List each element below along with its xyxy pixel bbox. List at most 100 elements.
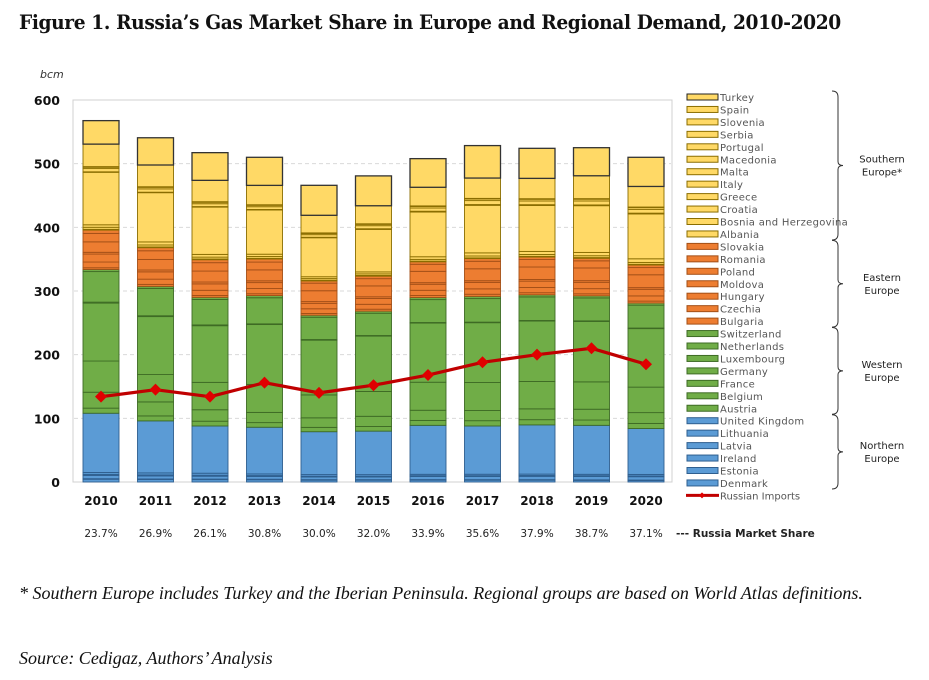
bar-segment-france — [627, 386, 665, 414]
legend-swatch — [686, 467, 719, 474]
x-tick-label: 2017 — [466, 494, 499, 508]
bar-2012 — [191, 152, 229, 483]
legend-label: Slovenia — [720, 118, 765, 129]
legend-label: Austria — [720, 404, 757, 415]
legend-item: Poland — [686, 267, 755, 278]
bar-segment-greece — [627, 258, 665, 263]
bar-segment-united-kingdom — [246, 426, 283, 475]
bar-segment-austria — [464, 420, 501, 427]
x-tick-label: 2020 — [629, 494, 662, 508]
bar-segment-czechia — [573, 288, 610, 295]
bar-segment-turkey — [409, 157, 447, 188]
y-tick-label: 600 — [34, 93, 60, 108]
legend-item: Italy — [686, 180, 743, 191]
bars — [82, 119, 665, 483]
bar-segment-portugal — [518, 200, 556, 206]
legend-label: France — [720, 379, 755, 390]
bar-segment-romania — [573, 260, 610, 269]
legend-item: Croatia — [686, 205, 758, 216]
bar-2014 — [300, 184, 338, 483]
legend-swatch — [686, 404, 719, 412]
bar-segment-austria — [409, 419, 447, 426]
y-tick-label: 200 — [34, 348, 60, 363]
bar-segment-germany — [300, 339, 338, 396]
bar-segment-hungary — [82, 253, 120, 263]
legend-swatch — [686, 379, 719, 387]
russian-imports-marker — [531, 348, 543, 361]
bar-segment-netherlands — [627, 304, 665, 329]
bar-segment-poland — [191, 270, 229, 283]
legend-marker — [699, 492, 705, 499]
market-share-label: --- Russia Market Share — [676, 528, 815, 540]
figure-title: Figure 1. Russia’s Gas Market Share in E… — [19, 10, 841, 34]
legend-item: Slovakia — [686, 242, 764, 253]
russian-imports-marker — [367, 379, 380, 392]
bar-segment-france — [464, 382, 501, 411]
russian-imports-marker — [476, 356, 489, 369]
bar-segment-united-kingdom — [518, 424, 556, 475]
bar-segment-romania — [409, 263, 447, 272]
bar-segment-germany — [627, 328, 665, 388]
bar-segment-netherlands — [246, 297, 283, 325]
x-tick-label: 2012 — [193, 494, 226, 508]
bar-segment-turkey — [82, 119, 120, 145]
bar-segment-italy — [518, 204, 556, 252]
bar-segment-france — [82, 360, 120, 393]
legend-label: Spain — [720, 105, 749, 116]
legend-item: Spain — [686, 105, 749, 116]
bar-segment-turkey — [300, 184, 338, 216]
bar-segment-greece — [573, 251, 610, 257]
legend-swatch — [686, 230, 719, 238]
bar-segment-italy — [191, 206, 229, 255]
market-share-value: 30.0% — [302, 528, 335, 540]
bar-segment-turkey — [463, 144, 502, 179]
bar-segment-germany — [246, 324, 283, 385]
bar-segment-poland — [355, 285, 392, 298]
legend-item: Czechia — [686, 305, 761, 316]
y-axis-ticks: 0 100 200 300 400 500 600 — [34, 93, 60, 490]
legend-item: Luxembourg — [686, 354, 785, 365]
legend-item: Romania — [686, 255, 766, 266]
bar-segment-italy — [82, 171, 120, 226]
legend-swatch — [686, 305, 719, 313]
legend-swatch — [686, 205, 719, 213]
bar-segment-austria — [137, 415, 174, 422]
legend-label: Macedonia — [720, 155, 777, 166]
bar-segment-czechia — [627, 295, 665, 302]
legend-swatch — [686, 342, 719, 350]
bar-segment-germany — [191, 325, 229, 383]
russian-imports-marker — [422, 369, 434, 382]
bar-segment-turkey — [354, 175, 393, 207]
bar-segment-greece — [137, 241, 174, 246]
legend-swatch — [686, 330, 719, 338]
legend-swatch — [686, 280, 719, 288]
legend-swatch — [686, 168, 719, 176]
bar-segment-hungary — [627, 288, 665, 297]
x-tick-label: 2016 — [411, 494, 444, 508]
bar-segment-spain — [627, 186, 665, 208]
bar-segment-romania — [300, 282, 338, 292]
market-share-value: 37.9% — [520, 528, 553, 540]
legend-item: Bulgaria — [686, 317, 764, 328]
bar-segment-germany — [464, 322, 501, 383]
bar-segment-belgium — [246, 411, 283, 424]
bar-2010 — [82, 119, 120, 483]
bar-segment-hungary — [300, 302, 338, 310]
bar-segment-austria — [355, 426, 392, 432]
legend-item: Serbia — [686, 130, 753, 141]
legend-item: Denmark — [686, 479, 768, 490]
legend-label: Luxembourg — [720, 354, 785, 365]
bar-segment-france — [573, 381, 610, 410]
legend-item: France — [686, 379, 755, 390]
legend-label: Czechia — [720, 305, 761, 316]
bar-segment-ireland — [627, 476, 665, 481]
legend-swatch — [686, 267, 719, 275]
legend-label: Bosnia and Herzegovina — [720, 218, 848, 229]
region-label: Eastern — [863, 273, 901, 284]
legend-item: Switzerland — [686, 330, 781, 341]
bar-segment-spain — [355, 205, 392, 225]
legend-swatch — [686, 292, 719, 300]
bar-segment-belgium — [355, 415, 392, 427]
legend-label: Slovakia — [720, 242, 764, 253]
bar-segment-united-kingdom — [137, 420, 174, 474]
